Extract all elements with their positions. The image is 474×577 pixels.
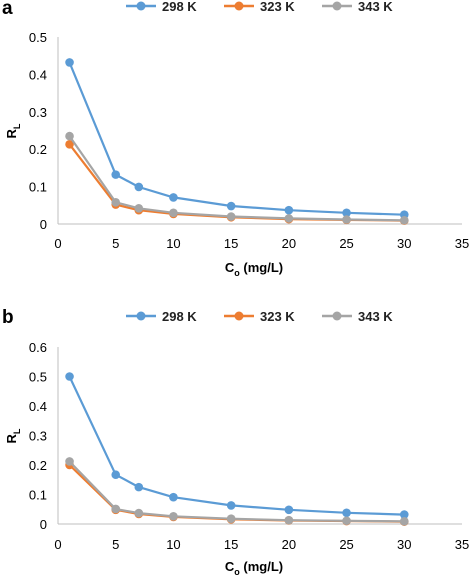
data-point: [399, 517, 409, 526]
x-axis-title-sub: o: [234, 268, 240, 278]
y-tick-label: 0.1: [29, 488, 47, 503]
data-point: [284, 205, 294, 215]
x-tick-label: 15: [224, 537, 238, 552]
series-line-323k: [68, 143, 405, 222]
data-point: [226, 201, 236, 211]
legend-marker: [234, 311, 244, 321]
data-point: [399, 510, 409, 519]
x-axis-title-unit: (mg/L): [240, 260, 283, 275]
x-tick-label: 0: [54, 236, 61, 251]
x-tick-label: 10: [166, 236, 180, 251]
data-point: [65, 58, 74, 67]
y-axis-title-sub: L: [12, 428, 22, 434]
x-axis-title-sub: o: [234, 567, 240, 577]
data-point: [65, 131, 74, 141]
data-point: [342, 516, 351, 526]
y-tick-label: 0.5: [29, 30, 47, 45]
x-tick-label: 15: [224, 236, 238, 251]
x-tick-label: 35: [455, 537, 469, 552]
y-axis-title-main: R: [4, 433, 19, 443]
y-tick-label: 0.5: [29, 370, 47, 385]
legend-marker: [136, 311, 146, 321]
series-line-343k: [68, 135, 405, 222]
data-point: [111, 170, 121, 179]
data-point: [226, 501, 236, 510]
legend-label: 298 K: [162, 0, 197, 14]
legend-label: 323 K: [260, 0, 295, 14]
data-point: [226, 212, 236, 221]
data-point: [134, 508, 144, 518]
y-tick-label: 0.3: [29, 429, 47, 444]
x-tick-label: 25: [339, 236, 353, 251]
x-tick-label: 35: [455, 236, 469, 251]
y-tick-label: 0: [40, 517, 47, 532]
panel-letter: a: [2, 0, 13, 19]
data-point: [342, 208, 351, 218]
data-point: [111, 198, 121, 207]
x-tick-label: 20: [282, 236, 296, 251]
data-point: [169, 512, 178, 521]
legend-marker: [234, 1, 244, 11]
x-tick-label: 30: [397, 537, 411, 552]
y-axis-title-main: R: [4, 128, 19, 138]
data-point: [284, 515, 294, 525]
y-tick-label: 0.3: [29, 105, 47, 120]
x-axis-title-main: C: [225, 260, 235, 275]
legend-marker: [136, 1, 146, 11]
data-point: [169, 208, 178, 218]
data-point: [134, 482, 144, 492]
y-tick-label: 0.1: [29, 180, 47, 195]
data-point: [65, 140, 74, 149]
x-tick-label: 30: [397, 236, 411, 251]
x-axis-title: Co (mg/L): [225, 559, 283, 577]
y-axis-title-sub: L: [12, 123, 22, 129]
data-point: [284, 505, 294, 515]
legend-label: 343 K: [358, 0, 393, 14]
y-tick-label: 0.4: [29, 67, 47, 82]
y-axis-title: RL: [4, 428, 22, 443]
x-tick-label: 20: [282, 537, 296, 552]
data-point: [226, 514, 236, 523]
x-tick-label: 0: [54, 537, 61, 552]
data-point: [169, 492, 178, 502]
data-point: [134, 182, 144, 192]
data-point: [342, 508, 351, 518]
x-axis-title-main: C: [225, 559, 235, 574]
chart-panel-a: a 0 0.1 0.2 0.3 0.4 0.5 0 5 10 15 20 25 30 35 RL Co (mg/…: [2, 0, 469, 278]
data-point: [111, 470, 121, 480]
data-point: [111, 504, 121, 514]
series-line-298k: [68, 376, 405, 516]
data-point: [134, 203, 144, 213]
x-axis-title-unit: (mg/L): [240, 559, 283, 574]
y-tick-label: 0.6: [29, 340, 47, 355]
chart-panel-b: b 0 0.1 0.2 0.3 0.4 0.5 0.6 0 5 10 15 20 25 30 35 RL Co (…: [2, 307, 469, 577]
data-point: [284, 214, 294, 223]
x-tick-label: 25: [339, 537, 353, 552]
data-point: [342, 215, 351, 224]
series-line-298k: [68, 61, 405, 216]
data-point: [65, 457, 74, 466]
y-tick-label: 0.4: [29, 399, 47, 414]
x-tick-label: 5: [112, 537, 119, 552]
x-tick-label: 10: [166, 537, 180, 552]
data-point: [399, 215, 409, 225]
panel-letter: b: [2, 307, 14, 328]
y-tick-label: 0: [40, 217, 47, 232]
x-axis-title: Co (mg/L): [225, 260, 283, 278]
legend-label: 298 K: [162, 309, 197, 324]
y-tick-label: 0.2: [29, 458, 47, 473]
data-point: [169, 193, 178, 202]
legend-marker: [332, 311, 342, 321]
y-tick-label: 0.2: [29, 142, 47, 157]
y-axis-title: RL: [4, 123, 22, 138]
x-tick-label: 5: [112, 236, 119, 251]
legend-label: 343 K: [358, 309, 393, 324]
legend-label: 323 K: [260, 309, 295, 324]
data-point: [65, 372, 74, 381]
legend-marker: [332, 1, 342, 11]
